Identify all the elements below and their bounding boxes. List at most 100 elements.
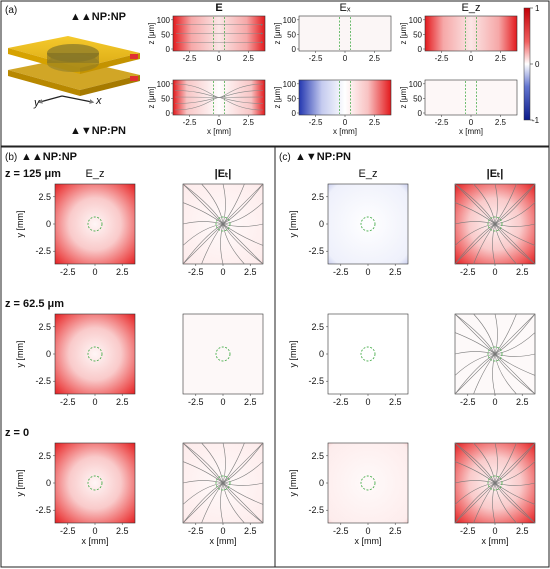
cbar-tick-max: 1 bbox=[535, 4, 540, 13]
nanoparticle-outline bbox=[487, 346, 503, 362]
panel-a-map-r0-c2 bbox=[424, 15, 518, 52]
ylabel: y [mm] bbox=[15, 341, 25, 368]
panel-c-label: (c) bbox=[279, 152, 291, 163]
nanoparticle-outline bbox=[215, 216, 231, 232]
panel-a-ztick: 0 bbox=[292, 109, 297, 118]
panel-a-ztick: 50 bbox=[413, 94, 422, 103]
xtick: -2.5 bbox=[60, 397, 76, 407]
panel-a-xtick: 0 bbox=[469, 118, 474, 127]
ytick: 0 bbox=[319, 219, 324, 229]
streamlines-c-r2 bbox=[454, 442, 536, 524]
panel-a-ztick: 100 bbox=[157, 80, 171, 89]
panel-a-title-2: E_z bbox=[462, 2, 481, 14]
col-title-b-1: |Eₜ| bbox=[215, 168, 232, 180]
panel-a-xtick: 2.5 bbox=[369, 54, 381, 63]
ytick: 2.5 bbox=[311, 322, 324, 332]
ytick: -2.5 bbox=[35, 376, 51, 386]
panel-bc-maps: z = 125 μm z = 62.5 μm z = 0 E_z |Eₜ| E_z |Eₜ|… bbox=[5, 168, 536, 546]
panel-a-ztick: 100 bbox=[157, 16, 171, 25]
nanoparticle-outline bbox=[215, 346, 231, 362]
ytick: 2.5 bbox=[38, 322, 51, 332]
axis-x-3d: x bbox=[95, 95, 102, 107]
xtick: -2.5 bbox=[60, 267, 76, 277]
panel-a-ylabel: z [μm] bbox=[273, 23, 282, 45]
map-b-r0-c0 bbox=[54, 183, 136, 265]
axis-y-3d: y bbox=[33, 97, 41, 109]
panel-a-ztick: 100 bbox=[409, 16, 423, 25]
xtick: 0 bbox=[492, 267, 497, 277]
ytick: -2.5 bbox=[35, 246, 51, 256]
panel-a-xtick: -2.5 bbox=[183, 118, 197, 127]
xtick: -2.5 bbox=[333, 267, 349, 277]
panel-a-xtick: -2.5 bbox=[435, 118, 449, 127]
ytick: 0 bbox=[319, 478, 324, 488]
panel-a-ylabel: z [μm] bbox=[399, 23, 408, 45]
xtick: 2.5 bbox=[389, 397, 402, 407]
streamlines-c-r1 bbox=[454, 313, 536, 395]
ylabel: y [mm] bbox=[15, 211, 25, 238]
xtick: 2.5 bbox=[516, 526, 529, 536]
row-label-0: z = 125 μm bbox=[5, 168, 61, 180]
ytick: 0 bbox=[319, 349, 324, 359]
xtick: -2.5 bbox=[188, 267, 204, 277]
ytick: 2.5 bbox=[311, 451, 324, 461]
xtick: -2.5 bbox=[188, 397, 204, 407]
map-b-r2-c0 bbox=[54, 442, 136, 524]
config-a-bottom: ▲▼NP:PN bbox=[70, 125, 126, 137]
config-a-top: ▲▲NP:NP bbox=[70, 11, 126, 23]
col-title-c-1: |Eₜ| bbox=[487, 168, 504, 180]
xlabel: x [mm] bbox=[82, 536, 109, 546]
nanoparticle-outline bbox=[215, 475, 231, 491]
panel-a-xtick: 2.5 bbox=[243, 118, 255, 127]
xtick: 0 bbox=[365, 267, 370, 277]
map-c-r1-c0 bbox=[327, 313, 409, 395]
xtick: 0 bbox=[492, 397, 497, 407]
xtick: 0 bbox=[220, 267, 225, 277]
panel-a-xtick: 0 bbox=[217, 118, 222, 127]
panel-a-ztick: 100 bbox=[283, 80, 297, 89]
config-b: ▲▲NP:NP bbox=[21, 151, 77, 163]
colorbar: 1 0 -1 bbox=[523, 4, 540, 125]
xlabel: x [mm] bbox=[355, 536, 382, 546]
map-c-r0-c0 bbox=[327, 183, 409, 265]
xtick: -2.5 bbox=[333, 397, 349, 407]
row-label-2: z = 0 bbox=[5, 427, 29, 439]
nanoparticle-outline bbox=[87, 216, 103, 232]
panel-a-xtick: 0 bbox=[343, 118, 348, 127]
panel-a-streamlines-0 bbox=[176, 23, 264, 44]
config-c: ▲▼NP:PN bbox=[295, 151, 351, 163]
xtick: 2.5 bbox=[244, 267, 257, 277]
ylabel: y [mm] bbox=[15, 470, 25, 497]
panel-a-ztick: 50 bbox=[161, 94, 170, 103]
ytick: 0 bbox=[46, 478, 51, 488]
col-title-b-0: E_z bbox=[86, 168, 105, 180]
cbar-tick-min: -1 bbox=[532, 116, 540, 125]
ytick: 2.5 bbox=[38, 192, 51, 202]
xtick: -2.5 bbox=[460, 526, 476, 536]
xtick: 0 bbox=[220, 526, 225, 536]
xtick: 0 bbox=[365, 397, 370, 407]
xtick: 0 bbox=[220, 397, 225, 407]
panel-a-xlabel: x [mm] bbox=[207, 127, 231, 136]
xtick: 2.5 bbox=[389, 267, 402, 277]
map-b-r1-c0 bbox=[54, 313, 136, 395]
xtick: -2.5 bbox=[333, 526, 349, 536]
ylabel: y [mm] bbox=[288, 341, 298, 368]
panel-a-ylabel: z [μm] bbox=[147, 87, 156, 109]
xtick: 2.5 bbox=[244, 526, 257, 536]
ytick: -2.5 bbox=[308, 246, 324, 256]
xtick: 2.5 bbox=[389, 526, 402, 536]
ytick: 2.5 bbox=[311, 192, 324, 202]
xtick: 2.5 bbox=[116, 267, 129, 277]
panel-a-ztick: 0 bbox=[418, 109, 423, 118]
panel-a-map-r0-c1 bbox=[298, 15, 392, 52]
ytick: -2.5 bbox=[35, 505, 51, 515]
panel-a-ztick: 100 bbox=[283, 16, 297, 25]
panel-a-ylabel: z [μm] bbox=[399, 87, 408, 109]
panel-a-xtick: 0 bbox=[217, 54, 222, 63]
panel-a-ztick: 0 bbox=[418, 45, 423, 54]
panel-a-ztick: 50 bbox=[287, 30, 296, 39]
ytick: -2.5 bbox=[308, 505, 324, 515]
ylabel: y [mm] bbox=[288, 211, 298, 238]
